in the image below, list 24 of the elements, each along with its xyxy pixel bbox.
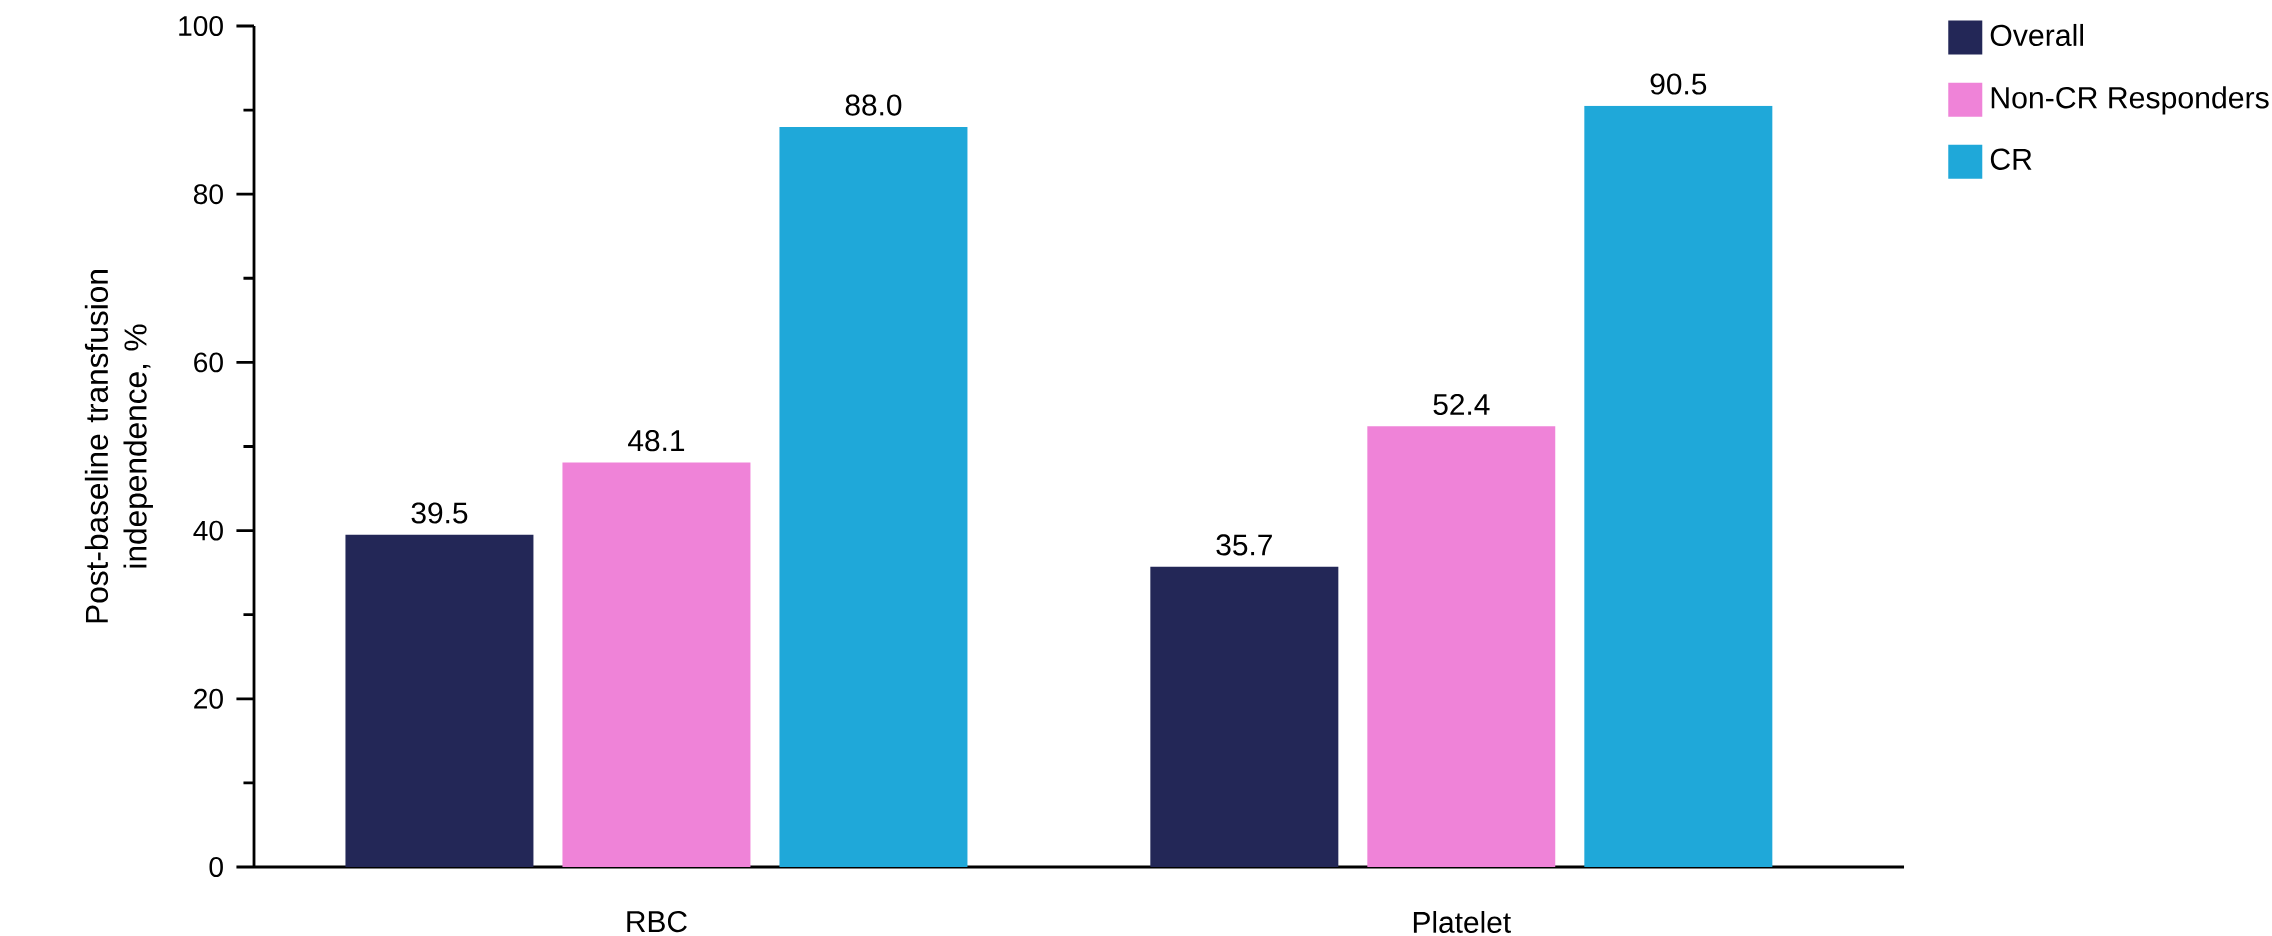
data-label: 90.5 bbox=[1650, 73, 1707, 95]
bar bbox=[345, 534, 534, 867]
y-tick-label: 0 bbox=[209, 857, 223, 877]
data-label: 48.1 bbox=[628, 430, 685, 452]
x-tick-label: Platelet bbox=[1413, 911, 1511, 933]
legend-label: Overall bbox=[1990, 23, 2083, 47]
legend-label: CR bbox=[1990, 148, 2032, 170]
y-tick-label: 80 bbox=[193, 184, 223, 205]
bar bbox=[1150, 566, 1339, 867]
y-tick-label: 40 bbox=[193, 520, 223, 541]
data-label: 35.7 bbox=[1216, 534, 1272, 556]
y-tick-label: 60 bbox=[194, 352, 223, 373]
bar bbox=[779, 126, 968, 867]
y-tick-label: 100 bbox=[179, 16, 223, 36]
bar bbox=[1367, 426, 1556, 867]
legend-label: Non-CR Responders bbox=[1991, 86, 2269, 115]
data-label: 39.5 bbox=[411, 502, 468, 524]
x-tick-label: RBC bbox=[627, 911, 687, 933]
y-tick-label: 20 bbox=[194, 688, 223, 709]
bar bbox=[1584, 105, 1773, 867]
bar bbox=[562, 462, 751, 867]
data-label: 52.4 bbox=[1433, 393, 1490, 416]
y-axis-title: Post-baseline transfusion independence, % bbox=[84, 270, 153, 623]
data-label: 88.0 bbox=[845, 94, 902, 116]
